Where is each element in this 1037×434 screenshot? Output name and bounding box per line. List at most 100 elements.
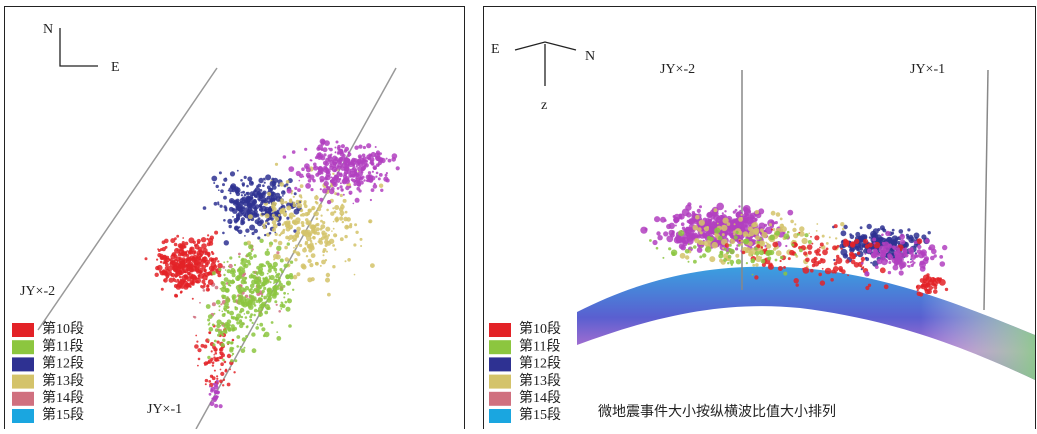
event-dot [724, 210, 727, 213]
event-dot [293, 246, 295, 249]
event-dot [716, 202, 724, 211]
event-dot [300, 263, 306, 269]
event-dot [293, 229, 297, 233]
event-dot [885, 230, 891, 237]
event-dot [214, 352, 218, 355]
event-dot [293, 208, 300, 215]
event-dot [256, 283, 261, 288]
event-dot [767, 256, 772, 261]
event-dot [891, 228, 895, 232]
event-dot [231, 352, 235, 356]
event-dot [262, 225, 266, 230]
event-dot [191, 257, 194, 260]
event-dot [176, 259, 179, 263]
event-dot [204, 378, 209, 383]
event-dot [765, 247, 768, 250]
event-dot [215, 184, 219, 189]
event-dot [761, 230, 764, 233]
caption: 微地震事件大小按纵横波比值大小排列 [598, 404, 836, 420]
event-dot [258, 203, 263, 208]
event-dot [331, 230, 333, 232]
event-dot [803, 251, 808, 256]
event-dot [285, 274, 291, 280]
event-dot [258, 198, 262, 202]
event-dot [200, 254, 203, 257]
event-dot [294, 258, 298, 262]
event-dot [868, 236, 872, 239]
event-dot [666, 235, 674, 243]
event-dot [882, 257, 885, 260]
event-dot [226, 353, 232, 359]
event-dot [251, 295, 255, 298]
legend-swatch [12, 323, 34, 337]
event-dot [840, 230, 847, 237]
event-dot [274, 216, 280, 222]
event-dot [220, 371, 225, 376]
event-dot [275, 278, 278, 281]
event-dot [747, 210, 751, 214]
event-dot [227, 265, 230, 268]
event-dot [807, 250, 812, 255]
event-dot [266, 292, 272, 298]
event-dot [769, 234, 775, 241]
event-dot [339, 210, 345, 216]
event-dot [707, 211, 713, 218]
event-dot [787, 209, 794, 216]
event-dot [854, 238, 860, 244]
event-dot [245, 228, 250, 233]
event-dot [157, 249, 161, 252]
event-dot [184, 241, 189, 246]
event-dot [928, 246, 932, 251]
event-dot [163, 271, 169, 277]
event-dot [257, 217, 261, 221]
event-dot [864, 271, 870, 277]
event-dot [248, 180, 254, 186]
event-dot [319, 138, 326, 145]
event-dot [685, 227, 692, 234]
event-dot [730, 263, 733, 266]
event-dot [266, 185, 271, 190]
event-dot [272, 285, 277, 291]
event-dot [730, 238, 733, 242]
event-dot [754, 209, 760, 215]
event-dot [226, 269, 231, 274]
event-dot [783, 233, 790, 240]
event-dot [810, 235, 812, 238]
event-dot [330, 211, 335, 216]
event-dot [334, 248, 337, 251]
event-dot [933, 254, 937, 258]
event-dot [700, 246, 703, 249]
event-dot [280, 308, 283, 310]
event-dot [155, 265, 160, 271]
event-dot [680, 237, 686, 243]
event-dot [909, 261, 912, 264]
event-dot [322, 147, 328, 153]
event-dot [213, 182, 216, 184]
event-dot [264, 250, 270, 256]
legend-swatch [12, 340, 34, 355]
event-dot [302, 229, 306, 233]
well-label: JY×-1 [910, 62, 945, 77]
event-dot [663, 231, 669, 237]
event-dot [227, 218, 233, 224]
event-dot [896, 245, 899, 248]
event-dot [779, 259, 782, 263]
event-dot [267, 306, 271, 310]
event-dot [391, 153, 398, 159]
event-dot [814, 249, 818, 254]
event-dot [207, 355, 211, 360]
event-dot [796, 232, 800, 236]
event-dot [883, 284, 889, 290]
event-dot [754, 217, 758, 222]
event-dot [305, 255, 309, 258]
event-dot [277, 240, 283, 246]
event-dot [181, 274, 188, 281]
event-dot [172, 277, 175, 280]
event-dot [292, 201, 296, 205]
event-dot [687, 239, 689, 242]
event-dot [240, 315, 244, 319]
event-dot [844, 254, 848, 257]
event-dot [879, 267, 886, 274]
